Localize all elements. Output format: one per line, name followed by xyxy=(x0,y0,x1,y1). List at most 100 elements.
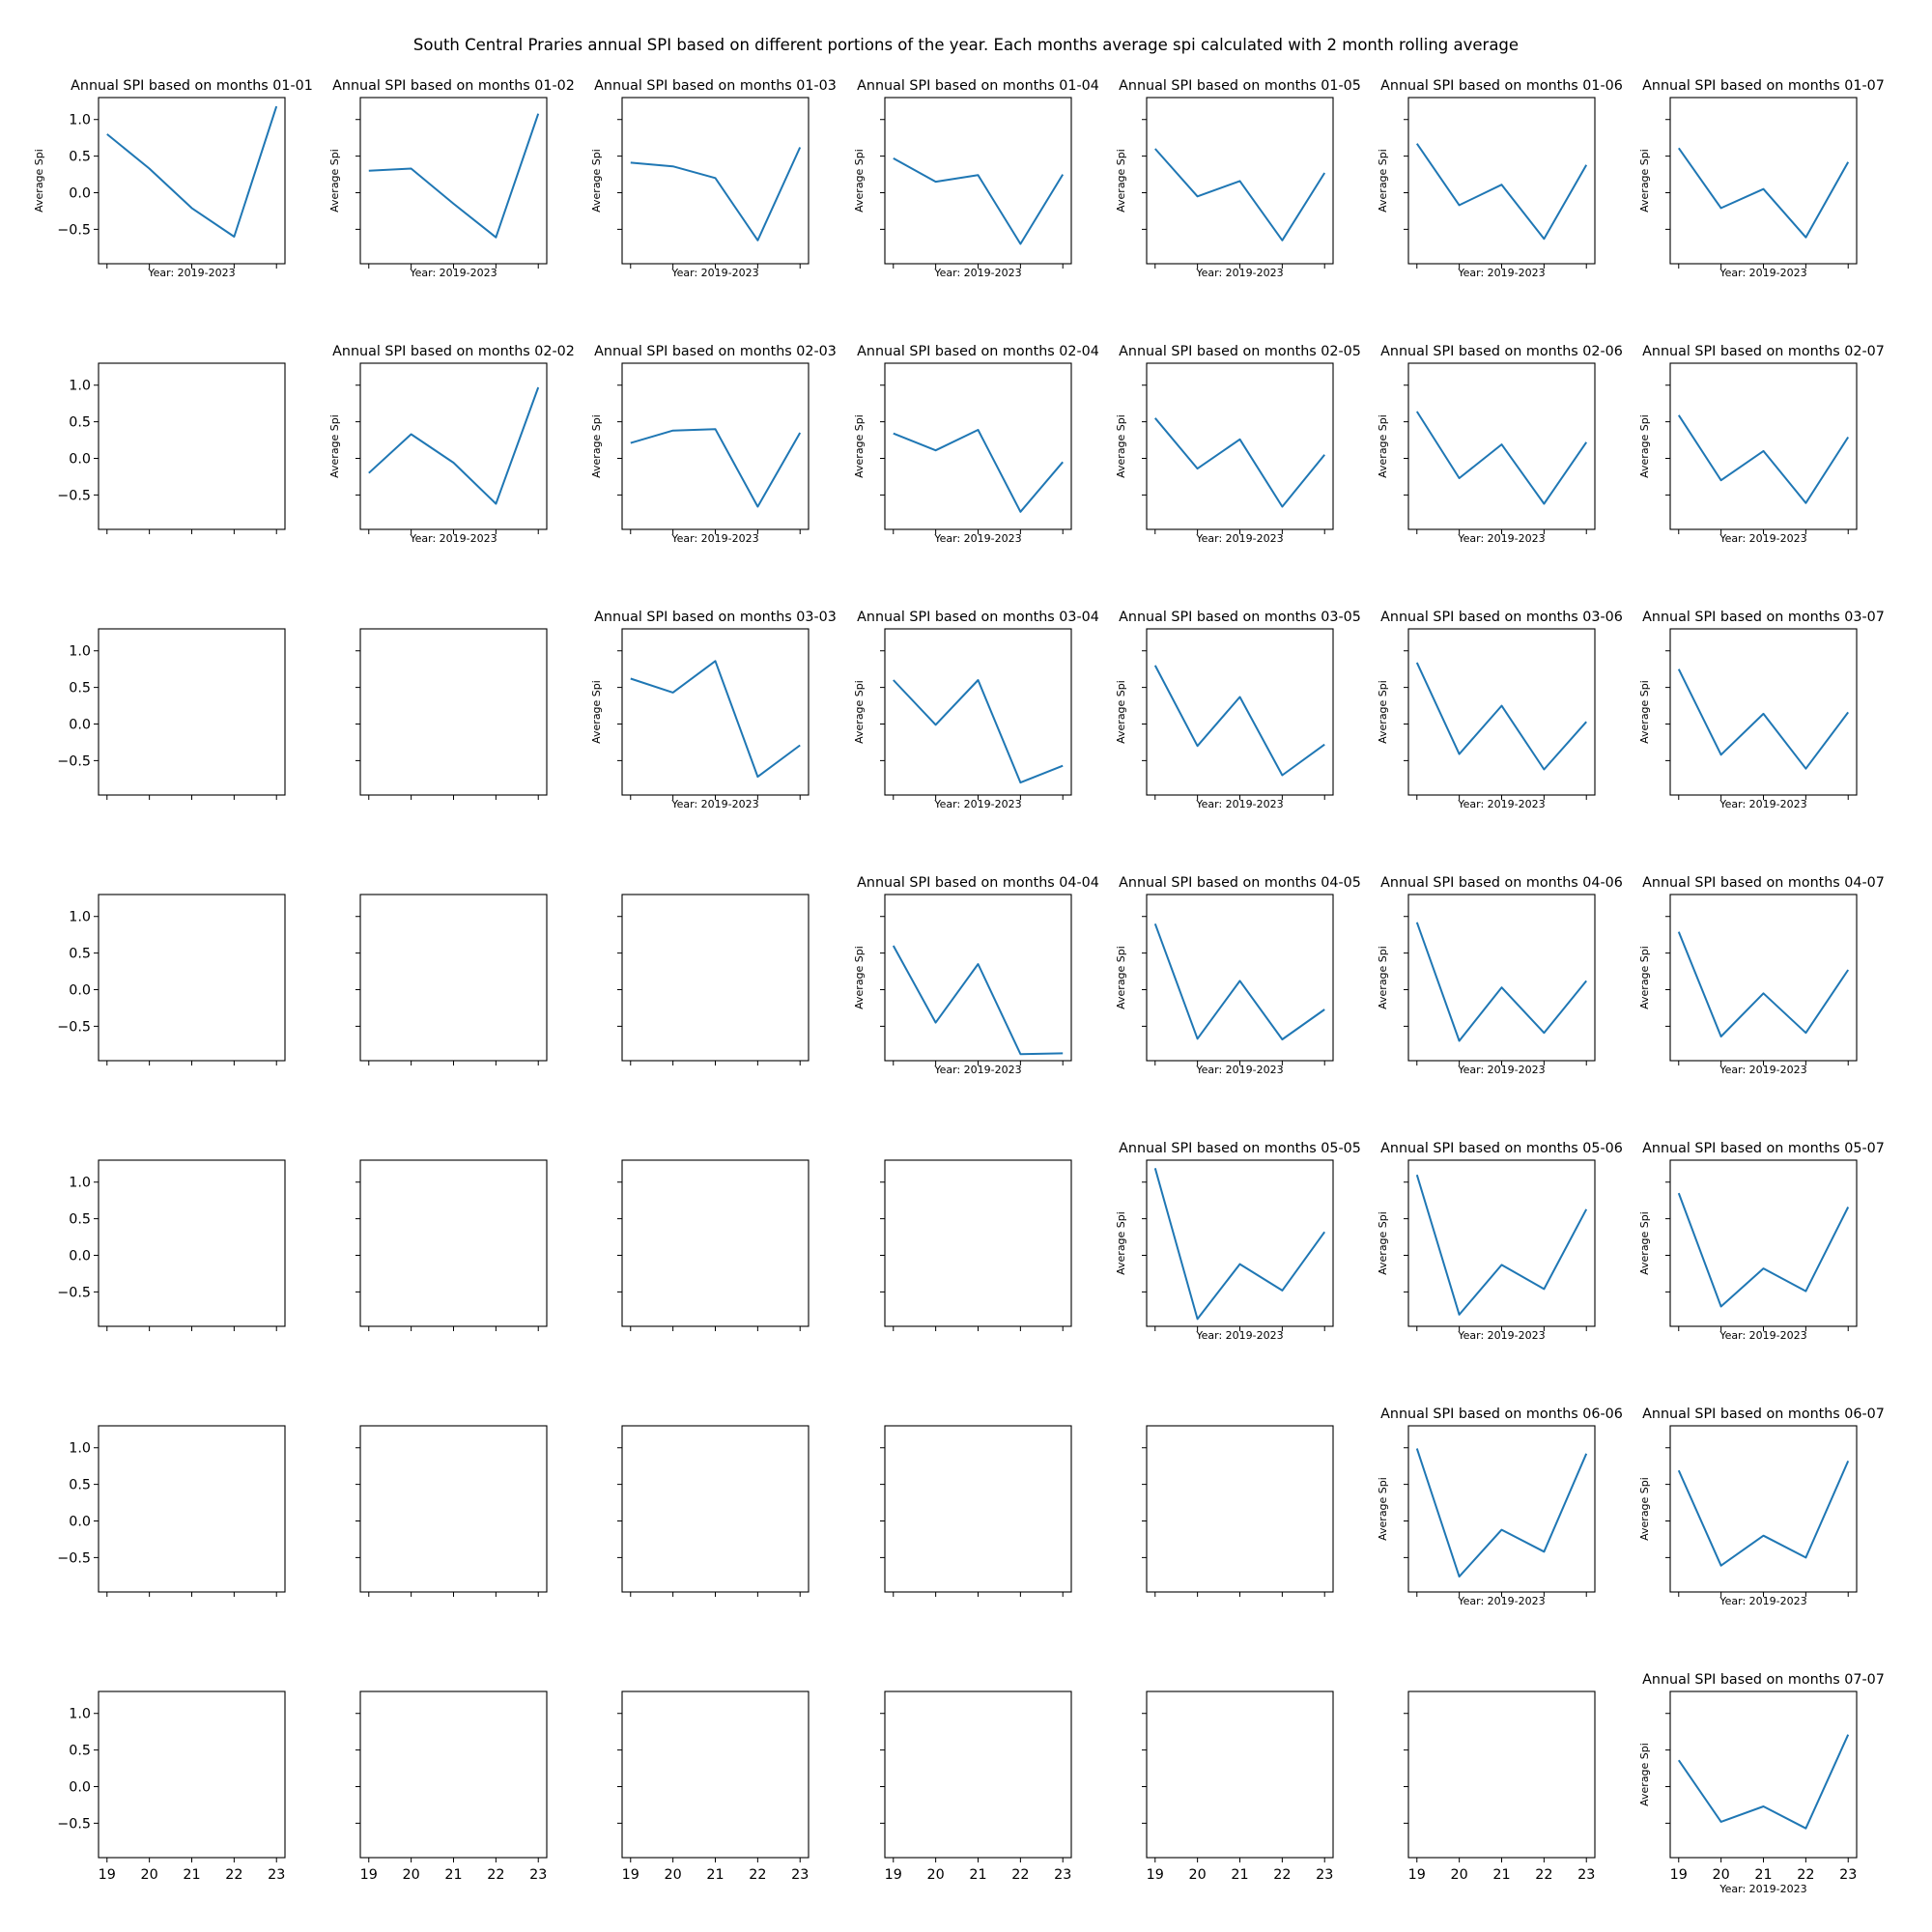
x-tick-label: 19 xyxy=(99,1867,116,1883)
series-line xyxy=(893,679,1064,784)
empty-subplot: 1.0 0.5 0.0 −0.5 19 20 21 22 23 xyxy=(57,1690,286,1883)
subplot-04-07: Annual SPI based on months 04-07 Average … xyxy=(1638,875,1885,1076)
subplot-04-05: Annual SPI based on months 04-05 Average … xyxy=(1115,875,1361,1076)
x-tick-label: 22 xyxy=(1535,1867,1552,1883)
axes-frame xyxy=(621,628,810,796)
axes-frame xyxy=(1146,628,1334,796)
subplot-grid: 1.0 0.5 0.0 −0.5 Annual SPI based on months … xyxy=(33,78,1885,1895)
subplot-title: Annual SPI based on months 04-04 xyxy=(857,875,1099,891)
x-axis-label: Year: 2019-2023 xyxy=(670,267,758,279)
subplot-01-06: Annual SPI based on months 01-06 Average … xyxy=(1377,78,1623,279)
empty-subplot: 1.0 0.5 0.0 −0.5 xyxy=(57,628,286,800)
y-tick-label: 1.0 xyxy=(69,379,91,394)
x-axis-label: Year: 2019-2023 xyxy=(670,798,758,810)
subplot-03-06: Annual SPI based on months 03-06 Average … xyxy=(1377,610,1623,810)
axes-frame xyxy=(884,97,1072,265)
series-line xyxy=(630,428,802,508)
y-axis-label: Average Spi xyxy=(1377,1477,1389,1541)
subplot-02-03: Annual SPI based on months 02-03 Average … xyxy=(590,344,837,545)
y-tick-label: 0.0 xyxy=(69,1780,91,1796)
x-axis-label: Year: 2019-2023 xyxy=(1457,1595,1545,1607)
subplot-03-03: Annual SPI based on months 03-03 Average … xyxy=(590,610,837,810)
x-tick-label: 19 xyxy=(885,1867,902,1883)
subplot-title: Annual SPI based on months 05-05 xyxy=(1119,1141,1361,1156)
x-tick-label: 20 xyxy=(1451,1867,1468,1883)
subplot-title: Annual SPI based on months 04-06 xyxy=(1380,875,1623,891)
subplot-05-06: Annual SPI based on months 05-06 Average … xyxy=(1377,1141,1623,1342)
axes-frame xyxy=(1146,1159,1334,1327)
axes-frame xyxy=(621,1159,810,1327)
empty-subplot xyxy=(355,628,548,800)
axes-frame xyxy=(1669,628,1858,796)
empty-subplot xyxy=(355,894,548,1065)
series-line xyxy=(1677,668,1849,770)
x-tick-label: 22 xyxy=(749,1867,766,1883)
x-tick-label: 23 xyxy=(791,1867,809,1883)
subplot-02-02: Annual SPI based on months 02-02 Average … xyxy=(328,344,575,545)
series-line xyxy=(1153,1168,1326,1321)
axes-frame xyxy=(884,1425,1072,1593)
y-axis-label: Average Spi xyxy=(1115,680,1127,744)
subplot-03-05: Annual SPI based on months 03-05 Average … xyxy=(1115,610,1361,810)
x-axis-label: Year: 2019-2023 xyxy=(1719,1595,1806,1607)
subplot-title: Annual SPI based on months 01-07 xyxy=(1642,78,1885,94)
subplot-title: Annual SPI based on months 04-07 xyxy=(1642,875,1885,891)
x-tick-label: 21 xyxy=(1231,1867,1248,1883)
axes-frame xyxy=(359,97,548,265)
y-tick-label: 0.5 xyxy=(69,1478,91,1493)
subplot-02-05: Annual SPI based on months 02-05 Average … xyxy=(1115,344,1361,545)
axes-frame xyxy=(359,362,548,530)
axes-frame xyxy=(98,894,286,1062)
x-axis-label: Year: 2019-2023 xyxy=(1719,1883,1806,1895)
x-tick-label: 22 xyxy=(225,1867,242,1883)
y-axis-label: Average Spi xyxy=(1377,414,1389,478)
x-tick-label: 23 xyxy=(1839,1867,1857,1883)
x-tick-label: 23 xyxy=(268,1867,285,1883)
y-axis-label: Average Spi xyxy=(1638,680,1651,744)
x-tick-label: 20 xyxy=(665,1867,682,1883)
x-axis-label: Year: 2019-2023 xyxy=(1719,1064,1806,1076)
subplot-title: Annual SPI based on months 01-03 xyxy=(594,78,837,94)
subplot-title: Annual SPI based on months 03-03 xyxy=(594,610,837,625)
series-line xyxy=(892,945,1064,1056)
axes-frame xyxy=(98,628,286,796)
empty-subplot: 1.0 0.5 0.0 −0.5 xyxy=(57,1159,286,1331)
empty-subplot: 1.0 0.5 0.0 −0.5 xyxy=(57,894,286,1065)
subplot-title: Annual SPI based on months 02-03 xyxy=(594,344,837,359)
series-line xyxy=(893,429,1064,513)
y-tick-label: 0.0 xyxy=(69,1515,91,1530)
series-line xyxy=(1415,922,1587,1042)
y-axis-label: Average Spi xyxy=(853,946,866,1009)
x-axis-label: Year: 2019-2023 xyxy=(1719,532,1806,545)
empty-subplot xyxy=(880,1159,1072,1331)
y-axis-label: Average Spi xyxy=(1638,1211,1651,1275)
y-tick-label: 0.0 xyxy=(69,452,91,468)
subplot-02-07: Annual SPI based on months 02-07 Average … xyxy=(1638,344,1885,545)
y-tick-label: 0.5 xyxy=(69,1212,91,1228)
y-axis-label: Average Spi xyxy=(1638,149,1651,213)
subplot-title: Annual SPI based on months 02-02 xyxy=(332,344,575,359)
y-axis-label: Average Spi xyxy=(590,680,603,744)
axes-frame xyxy=(359,628,548,796)
series-line xyxy=(1153,923,1325,1040)
subplot-title: Annual SPI based on months 02-07 xyxy=(1642,344,1885,359)
series-line xyxy=(1677,1460,1850,1567)
series-line xyxy=(1415,411,1588,505)
y-tick-label: −0.5 xyxy=(57,1019,91,1035)
subplot-title: Annual SPI based on months 04-05 xyxy=(1119,875,1361,891)
subplot-title: Annual SPI based on months 05-06 xyxy=(1380,1141,1623,1156)
y-axis-label: Average Spi xyxy=(1115,1211,1127,1275)
y-tick-label: 1.0 xyxy=(69,1441,91,1457)
axes-frame xyxy=(621,1690,810,1859)
x-axis-label: Year: 2019-2023 xyxy=(1195,1064,1283,1076)
axes-frame xyxy=(1146,1690,1334,1859)
y-axis-label: Average Spi xyxy=(1115,946,1127,1009)
y-tick-label: −0.5 xyxy=(57,1550,91,1566)
x-tick-label: 21 xyxy=(969,1867,986,1883)
x-tick-label: 21 xyxy=(444,1867,462,1883)
empty-subplot: 19 20 21 22 23 xyxy=(355,1690,548,1883)
y-tick-label: 0.0 xyxy=(69,1249,91,1264)
empty-subplot xyxy=(617,894,810,1065)
axes-frame xyxy=(1407,1159,1596,1327)
